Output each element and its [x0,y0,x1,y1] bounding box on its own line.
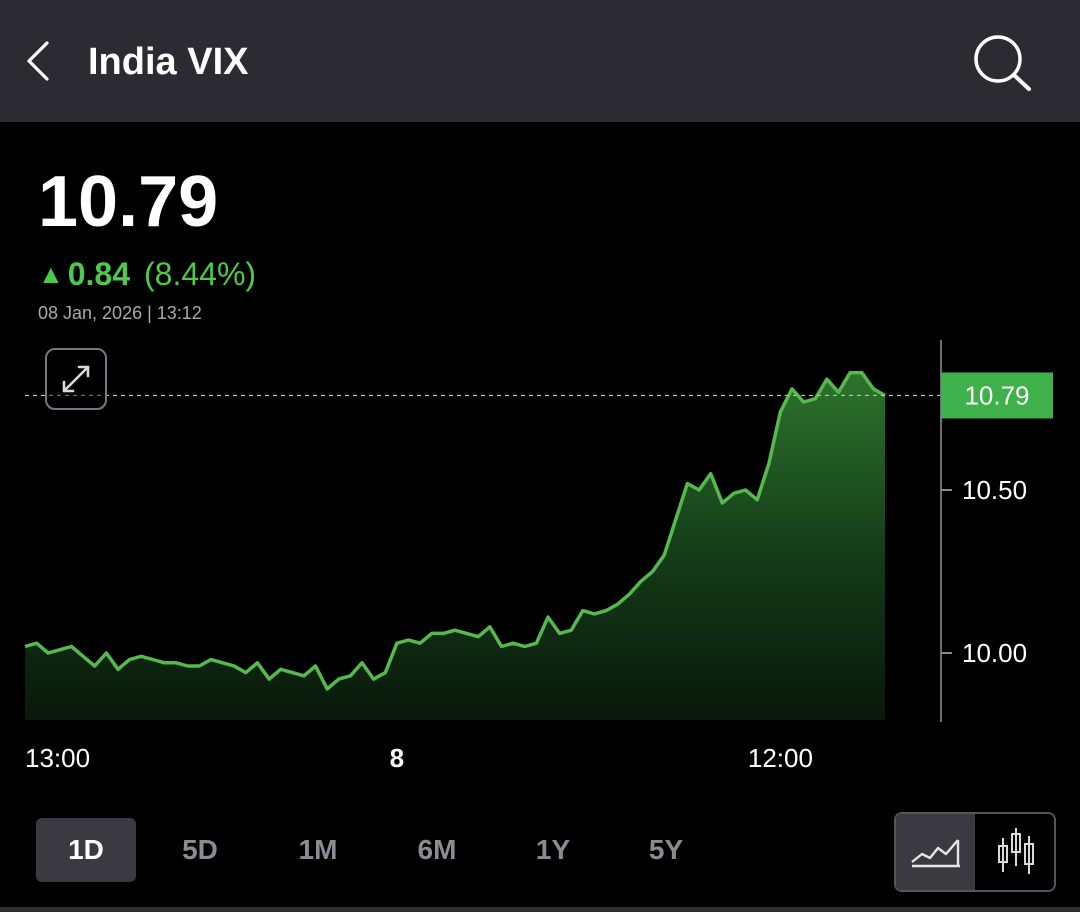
back-button[interactable] [18,36,68,86]
page-title: India VIX [88,41,249,83]
quote-timestamp: 08 Jan, 2026 | 13:12 [38,303,202,323]
x-tick-label: 12:00 [748,743,813,773]
change-absolute: 0.84 [67,256,131,292]
line-chart-button[interactable] [896,814,975,890]
range-button-1d[interactable]: 1D [36,818,136,882]
range-button-6m[interactable]: 6M [417,834,457,865]
range-selector: 1D 5D 1M 6M 1Y 5Y [0,816,880,886]
bottom-divider [0,907,1080,912]
candlestick-button[interactable] [976,814,1054,890]
area-fill [25,372,885,720]
price-line [24,370,886,691]
up-arrow-icon: ▲ [38,259,64,289]
current-price: 10.79 [38,162,219,242]
candlestick-icon [997,828,1034,874]
expand-icon [62,365,90,393]
change-percent: (8.44%) [144,256,257,292]
range-button-5y[interactable]: 5Y [648,834,684,865]
expand-chart-button[interactable] [45,348,107,410]
search-icon [974,35,1031,91]
chevron-left-icon [27,41,49,81]
x-tick-label: 13:00 [25,743,90,773]
current-value-tag [941,372,1053,419]
line-chart-icon [910,839,960,868]
range-button-1y[interactable]: 1Y [535,834,571,865]
range-button-5d[interactable]: 5D [182,834,218,865]
x-tick-label: 8 [390,743,404,773]
top-bar: India VIX [0,0,1080,122]
current-value-label: 10.79 [964,380,1029,410]
y-tick-label: 10.50 [962,475,1027,505]
chart-type-toggle [894,812,1056,892]
search-button[interactable] [968,30,1034,96]
y-tick-label: 10.00 [962,638,1027,668]
price-change: ▲ 0.84 (8.44%) [38,254,256,294]
range-button-1m[interactable]: 1M [298,834,338,865]
price-chart[interactable]: 10.00 10.50 10.79 13:00 8 12:00 [0,330,1080,790]
